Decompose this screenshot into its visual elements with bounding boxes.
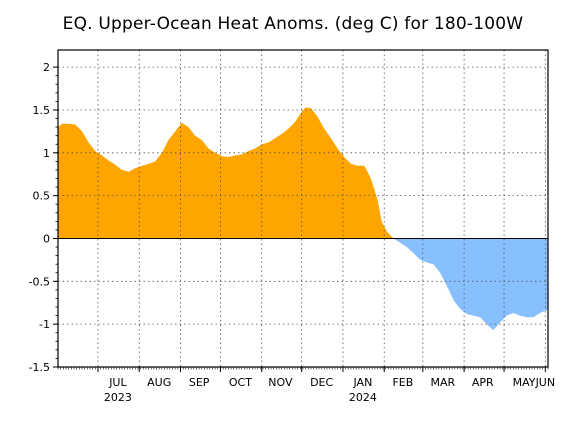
- x-tick-labels: JUL AUG SEP OCT NOV DEC JAN FEB MAR APR MAY JUN 2023…: [104, 376, 555, 404]
- x-tick-label: DEC: [310, 376, 333, 389]
- x-tick-label: NOV: [268, 376, 293, 389]
- y-tick-label: 0: [43, 232, 50, 245]
- x-tick-label: AUG: [147, 376, 171, 389]
- y-tick-labels: -1.5 -1 -0.5 0 0.5 1 1.5 2: [29, 61, 50, 374]
- year-label: 2023: [104, 391, 132, 404]
- x-tick-label: MAY: [513, 376, 536, 389]
- y-tick-label: -1.5: [29, 361, 50, 374]
- y-tick-label: 1.5: [33, 104, 51, 117]
- x-tick-label: FEB: [392, 376, 413, 389]
- y-tick-label: -0.5: [29, 275, 50, 288]
- y-tick-label: 1: [43, 147, 50, 160]
- y-tick-label: 0.5: [33, 190, 51, 203]
- x-tick-label: JAN: [353, 376, 373, 389]
- negative-anomaly-area: [58, 238, 548, 331]
- year-label: 2024: [349, 391, 377, 404]
- x-tick-label: APR: [472, 376, 494, 389]
- x-tick-label: JUL: [108, 376, 127, 389]
- y-tick-label: -1: [39, 318, 50, 331]
- positive-anomaly-area: [58, 107, 394, 239]
- grid-lines: [58, 50, 548, 367]
- x-tick-label: SEP: [189, 376, 210, 389]
- plot-frame: [57, 49, 549, 368]
- x-tick-label: MAR: [430, 376, 455, 389]
- x-tick-label: OCT: [229, 376, 252, 389]
- chart-title: EQ. Upper-Ocean Heat Anoms. (deg C) for …: [62, 14, 524, 34]
- x-tick-label: JUN: [535, 376, 556, 389]
- y-tick-label: 2: [43, 61, 50, 74]
